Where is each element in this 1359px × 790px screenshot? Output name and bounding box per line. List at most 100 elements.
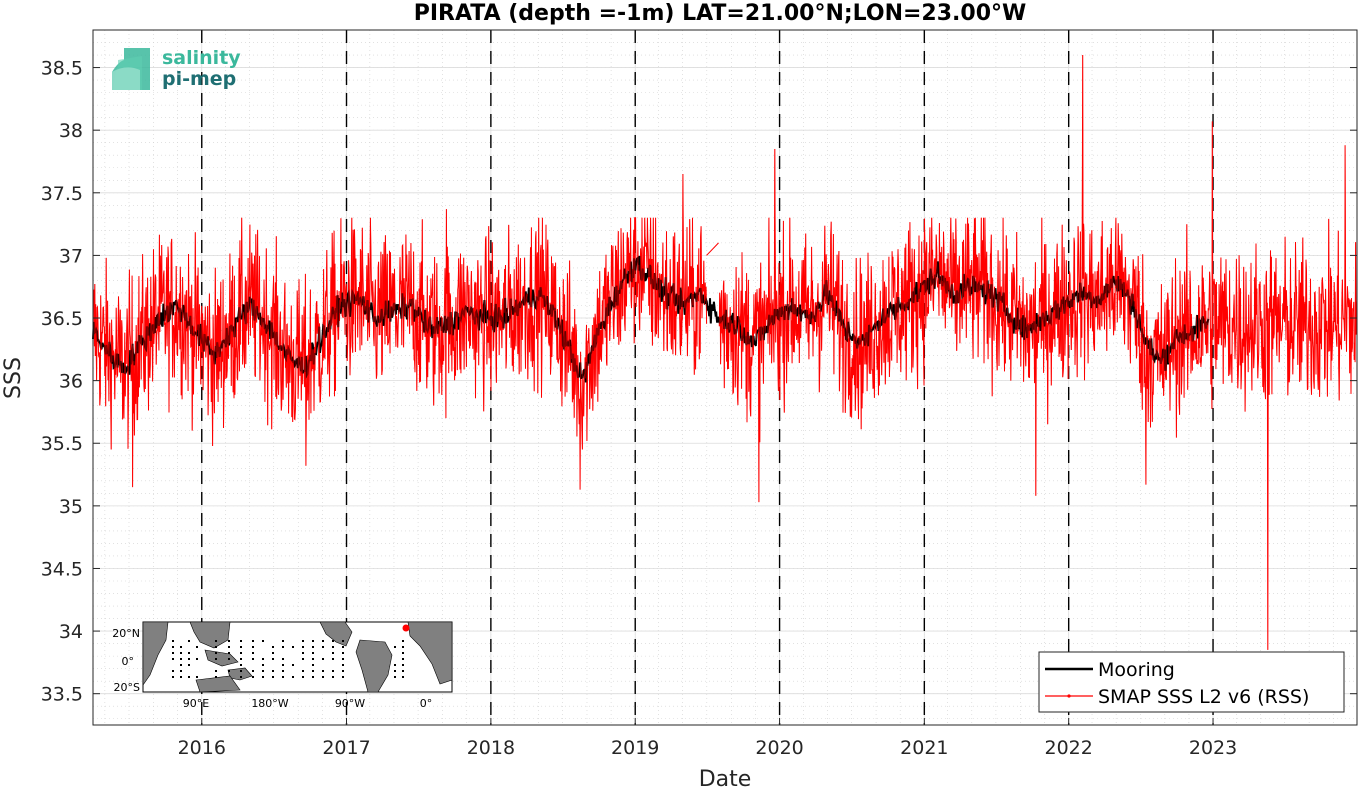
inset-station-dot xyxy=(332,676,334,678)
inset-station-dot xyxy=(215,640,217,642)
logo-wave-icon-3 xyxy=(112,67,140,90)
inset-station-dot xyxy=(402,652,404,654)
inset-station-dot xyxy=(332,646,334,648)
inset-station-dot xyxy=(240,664,242,666)
y-tick-label: 37 xyxy=(59,245,83,267)
inset-station-dot xyxy=(180,658,182,660)
inset-station-dot xyxy=(272,646,274,648)
chart-title: PIRATA (depth =-1m) LAT=21.00°N;LON=23.0… xyxy=(414,1,1027,26)
year-dashed-lines xyxy=(201,30,1214,725)
inset-station-dot xyxy=(282,664,284,666)
inset-station-dot xyxy=(312,676,314,678)
x-tick-label: 2019 xyxy=(611,737,659,759)
inset-station-dot xyxy=(282,658,284,660)
inset-station-dot xyxy=(196,646,198,648)
mooring-series xyxy=(92,54,1358,650)
x-axis: 2016 2017 2018 2019 2020 2021 2022 2023 xyxy=(178,718,1237,759)
inset-station-dot xyxy=(196,658,198,660)
inset-station-dot xyxy=(252,646,254,648)
inset-station-dot xyxy=(402,670,404,672)
inset-station-dot xyxy=(228,646,230,648)
inset-station-dot xyxy=(272,652,274,654)
inset-station-dot xyxy=(292,676,294,678)
inset-station-dot xyxy=(322,646,324,648)
x-tick-label: 2018 xyxy=(467,737,515,759)
inset-station-dot xyxy=(394,646,396,648)
inset-station-dot xyxy=(342,640,344,642)
inset-station-dot xyxy=(272,670,274,672)
legend-smap-marker xyxy=(1067,694,1071,698)
inset-station-dot xyxy=(196,676,198,678)
x-tick-label: 2017 xyxy=(322,737,370,759)
inset-station-dot xyxy=(240,646,242,648)
inset-station-dot xyxy=(292,664,294,666)
y-tick-label: 34.5 xyxy=(41,558,83,580)
inset-station-dot xyxy=(252,658,254,660)
inset-station-dot xyxy=(302,676,304,678)
inset-lat-20n: 20°N xyxy=(112,627,140,640)
inset-station-dot xyxy=(272,658,274,660)
inset-station-dot xyxy=(312,658,314,660)
inset-station-dot xyxy=(322,676,324,678)
inset-station-dot xyxy=(394,664,396,666)
inset-station-dot xyxy=(332,658,334,660)
inset-station-dot xyxy=(172,646,174,648)
inset-station-dot xyxy=(188,676,190,678)
inset-lon-180w: 180°W xyxy=(251,697,288,710)
inset-station-dot xyxy=(262,664,264,666)
inset-station-dot xyxy=(342,658,344,660)
legend-mooring-label: Mooring xyxy=(1098,659,1175,681)
smap-gap-connector xyxy=(706,242,719,256)
inset-station-dot xyxy=(262,658,264,660)
inset-station-dot xyxy=(302,670,304,672)
inset-station-dot xyxy=(312,652,314,654)
inset-station-dot xyxy=(394,670,396,672)
inset-station-dot xyxy=(228,658,230,660)
y-tick-label: 34 xyxy=(59,621,83,643)
inset-station-dot xyxy=(302,646,304,648)
y-tick-label: 37.5 xyxy=(41,183,83,205)
inset-station-dot xyxy=(188,640,190,642)
inset-station-dot xyxy=(180,676,182,678)
inset-station-dot xyxy=(252,652,254,654)
plot-frame xyxy=(92,29,1358,726)
inset-station-dot xyxy=(188,652,190,654)
inset-station-dot xyxy=(215,676,217,678)
logo-line1: salinity xyxy=(162,47,241,69)
inset-station-dot xyxy=(292,646,294,648)
inset-station-dot xyxy=(312,646,314,648)
x-tick-label: 2016 xyxy=(178,737,226,759)
y-tick-label: 36 xyxy=(59,371,83,393)
inset-station-dot xyxy=(282,640,284,642)
inset-station-dot xyxy=(180,670,182,672)
inset-lon-90w: 90°W xyxy=(335,697,365,710)
inset-station-dot xyxy=(342,646,344,648)
y-tick-label: 38.5 xyxy=(41,58,83,80)
inset-station-dot xyxy=(282,676,284,678)
inset-station-dot xyxy=(262,640,264,642)
inset-station-dot xyxy=(402,658,404,660)
y-tick-label: 38 xyxy=(59,120,83,142)
inset-station-dot xyxy=(402,640,404,642)
inset-station-dot xyxy=(322,640,324,642)
inset-station-dot xyxy=(332,652,334,654)
inset-station-dot xyxy=(272,676,274,678)
inset-station-dot xyxy=(180,664,182,666)
inset-station-dot xyxy=(180,652,182,654)
inset-lat-0: 0° xyxy=(122,655,135,668)
inset-station-dot xyxy=(252,670,254,672)
inset-station-dot xyxy=(240,658,242,660)
x-axis-label: Date xyxy=(699,767,752,790)
x-tick-label: 2021 xyxy=(900,737,948,759)
x-tick-label: 2023 xyxy=(1189,737,1237,759)
logo-line2: pi-mep xyxy=(162,68,236,90)
inset-station-dot xyxy=(252,676,254,678)
inset-station-dot xyxy=(188,664,190,666)
legend: Mooring SMAP SSS L2 v6 (RSS) xyxy=(1038,651,1345,713)
inset-station-dot xyxy=(252,640,254,642)
inset-station-dot xyxy=(228,670,230,672)
inset-station-dot xyxy=(342,670,344,672)
inset-station-dot xyxy=(302,640,304,642)
inset-station-dot xyxy=(312,640,314,642)
